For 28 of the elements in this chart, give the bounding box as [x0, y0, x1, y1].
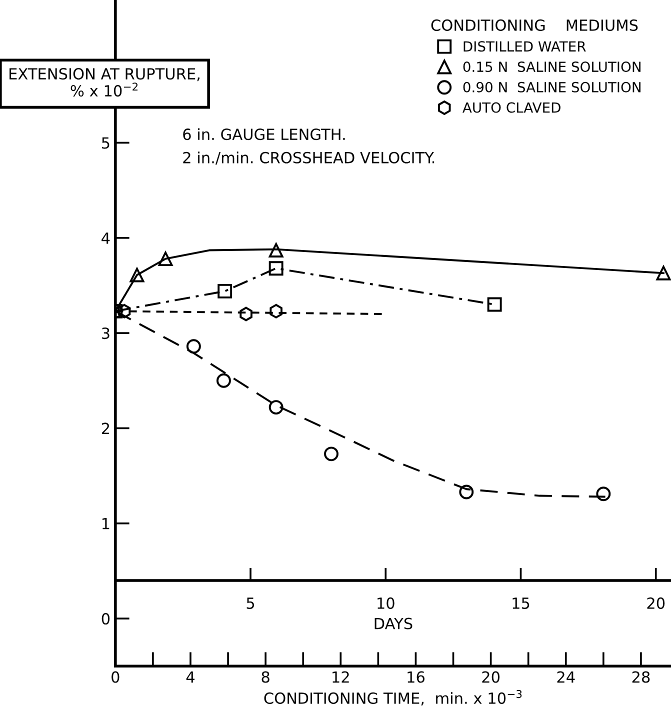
x2-axis-title: DAYS — [374, 618, 412, 630]
x2-tick-label: 15 — [512, 598, 530, 609]
legend-label: DISTILLED WATER — [464, 41, 586, 52]
y-tick-label: 2 — [102, 422, 110, 434]
x-tick-label: 16 — [408, 671, 424, 683]
y-tick-label: 4 — [102, 232, 110, 244]
x-axis-title: CONDITIONING TIME, min. x 10$^{−3}$ — [264, 690, 522, 706]
annotation: 6 in. GAUGE LENGTH. — [183, 128, 345, 140]
x-tick-label: 24 — [557, 671, 575, 683]
x2-tick-label: 20 — [647, 597, 665, 609]
x-tick-label: 4 — [186, 671, 194, 683]
annotation: 2 in./min. CROSSHEAD VELOCITY. — [183, 152, 434, 165]
y-tick-label: 0 — [102, 613, 110, 625]
x-tick-label: 28 — [632, 671, 650, 683]
y-tick-label: 5 — [102, 137, 110, 149]
x2-tick-label: 10 — [378, 597, 394, 609]
x-tick-label: 12 — [332, 671, 349, 683]
legend-label: 0.15 N SALINE SOLUTION — [463, 62, 640, 72]
y-axis-title: EXTENSION AT RUPTURE, % x 10$^{−2}$ — [10, 68, 200, 97]
legend-label: AUTO CLAVED — [462, 102, 560, 113]
x-tick-label: 0 — [112, 671, 120, 683]
x-tick-label: 8 — [262, 671, 270, 683]
y-tick-label: 3 — [102, 328, 110, 340]
legend-label: 0.90 N SALINE SOLUTION — [463, 82, 640, 92]
x-tick-label: 20 — [482, 671, 500, 683]
y-tick-label: 1 — [102, 518, 110, 530]
legend-title: CONDITIONING MEDIUMS — [431, 19, 638, 31]
x2-tick-label: 5 — [246, 598, 254, 609]
